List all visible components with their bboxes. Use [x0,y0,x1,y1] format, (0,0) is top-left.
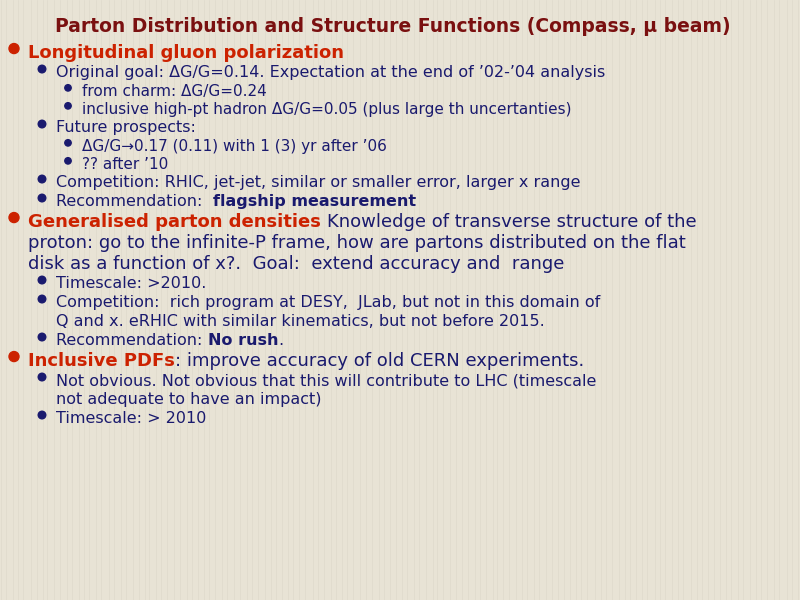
Circle shape [38,411,46,419]
Circle shape [38,175,46,183]
Text: from charm: ΔG/G=0.24: from charm: ΔG/G=0.24 [82,84,266,99]
Circle shape [65,158,71,164]
Text: proton: go to the infinite-P frame, how are partons distributed on the flat: proton: go to the infinite-P frame, how … [28,234,686,252]
Circle shape [38,333,46,341]
Circle shape [38,120,46,128]
Text: Q and x. eRHIC with similar kinematics, but not before 2015.: Q and x. eRHIC with similar kinematics, … [56,314,545,329]
Circle shape [65,103,71,109]
Text: ?? after ’10: ?? after ’10 [82,157,168,172]
Text: inclusive high-pt hadron ΔG/G=0.05 (plus large th uncertanties): inclusive high-pt hadron ΔG/G=0.05 (plus… [82,102,571,117]
Text: Timescale: > 2010: Timescale: > 2010 [56,411,206,426]
Circle shape [9,44,19,53]
Text: Generalised parton densities: Generalised parton densities [28,213,327,231]
Text: : improve accuracy of old CERN experiments.: : improve accuracy of old CERN experimen… [175,352,584,370]
Text: Not obvious. Not obvious that this will contribute to LHC (timescale: Not obvious. Not obvious that this will … [56,373,596,388]
Circle shape [65,85,71,91]
Text: Recommendation:: Recommendation: [56,333,207,348]
Text: Recommendation:: Recommendation: [56,194,213,209]
Text: No rush: No rush [207,333,278,348]
Text: .: . [278,333,283,348]
Circle shape [38,65,46,73]
Text: not adequate to have an impact): not adequate to have an impact) [56,392,322,407]
Text: Original goal: ΔG/G=0.14. Expectation at the end of ’02-’04 analysis: Original goal: ΔG/G=0.14. Expectation at… [56,65,606,80]
Text: Competition: RHIC, jet-jet, similar or smaller error, larger x range: Competition: RHIC, jet-jet, similar or s… [56,175,581,190]
Text: ΔG/G→0.17 (0.11) with 1 (3) yr after ’06: ΔG/G→0.17 (0.11) with 1 (3) yr after ’06 [82,139,387,154]
Circle shape [38,373,46,381]
Text: Future prospects:: Future prospects: [56,120,196,135]
Circle shape [9,352,19,362]
Text: Inclusive PDFs: Inclusive PDFs [28,352,175,370]
Text: flagship measurement: flagship measurement [213,194,416,209]
Circle shape [38,295,46,303]
Text: Longitudinal gluon polarization: Longitudinal gluon polarization [28,44,344,62]
Circle shape [38,276,46,284]
Text: Parton Distribution and Structure Functions (Compass, μ beam): Parton Distribution and Structure Functi… [55,17,730,36]
Text: disk as a function of x?.  Goal:  extend accuracy and  range: disk as a function of x?. Goal: extend a… [28,255,564,273]
Text: Timescale: >2010.: Timescale: >2010. [56,276,206,291]
Circle shape [9,212,19,223]
Text: Knowledge of transverse structure of the: Knowledge of transverse structure of the [327,213,697,231]
Circle shape [38,194,46,202]
Circle shape [65,140,71,146]
Text: Competition:  rich program at DESY,  JLab, but not in this domain of: Competition: rich program at DESY, JLab,… [56,295,600,310]
